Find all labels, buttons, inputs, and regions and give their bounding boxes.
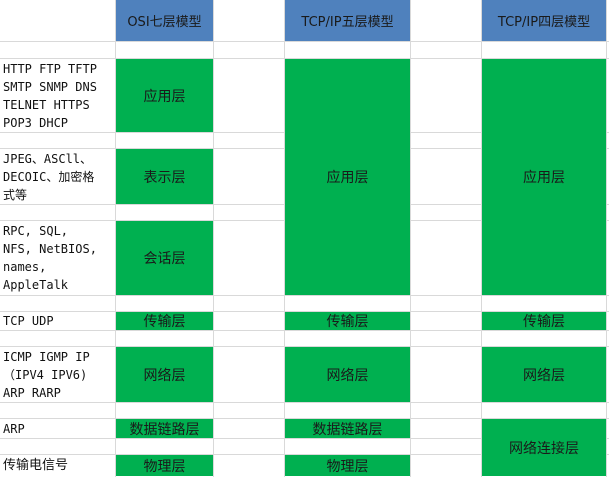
protocols-network: ICMP IGMP IP （IPV4 IPV6) ARP RARP	[0, 347, 115, 402]
tcp5-network-layer: 网络层	[285, 347, 410, 402]
tcp5-datalink-layer: 数据链路层	[285, 419, 410, 438]
tcp4-application-layer: 应用层	[482, 59, 606, 295]
grid-column-line	[213, 0, 214, 477]
grid-column-line	[606, 0, 607, 477]
osi-presentation-layer: 表示层	[116, 149, 213, 204]
protocols-application: HTTP FTP TFTP SMTP SNMP DNS TELNET HTTPS…	[0, 59, 115, 132]
protocols-transport: TCP UDP	[0, 312, 115, 330]
osi-network-layer: 网络层	[116, 347, 213, 402]
grid-row-line	[0, 418, 609, 419]
protocols-presentation: JPEG、ASCll、 DECOIC、加密格 式等	[0, 149, 115, 204]
osi-transport-layer: 传输层	[116, 312, 213, 330]
protocols-physical: 传输电信号	[0, 455, 115, 476]
grid-row-line	[0, 295, 609, 296]
grid-row-line	[0, 330, 609, 331]
protocols-datalink: ARP	[0, 419, 115, 438]
grid-row-line	[0, 454, 609, 455]
header-tcp5: TCP/IP五层模型	[285, 0, 410, 41]
tcp4-network-layer: 网络层	[482, 347, 606, 402]
grid-column-line	[284, 0, 285, 477]
protocols-session: RPC, SQL, NFS, NetBIOS, names, AppleTalk	[0, 221, 115, 295]
header-tcp4: TCP/IP四层模型	[482, 0, 606, 41]
tcp5-transport-layer: 传输层	[285, 312, 410, 330]
tcp4-link-layer: 网络连接层	[482, 419, 606, 476]
grid-row-line	[0, 41, 609, 42]
grid-column-line	[410, 0, 411, 477]
grid-column-line	[481, 0, 482, 477]
osi-physical-layer: 物理层	[116, 455, 213, 476]
grid-row-line	[0, 311, 609, 312]
grid-row-line	[0, 402, 609, 403]
tcp4-transport-layer: 传输层	[482, 312, 606, 330]
grid-row-line	[0, 438, 609, 439]
osi-session-layer: 会话层	[116, 221, 213, 295]
tcp5-application-layer: 应用层	[285, 59, 410, 295]
header-osi: OSI七层模型	[116, 0, 213, 41]
osi-application-layer: 应用层	[116, 59, 213, 132]
osi-datalink-layer: 数据链路层	[116, 419, 213, 438]
tcp5-physical-layer: 物理层	[285, 455, 410, 476]
grid-row-line	[0, 58, 609, 59]
grid-row-line	[0, 346, 609, 347]
grid-column-line	[115, 0, 116, 477]
